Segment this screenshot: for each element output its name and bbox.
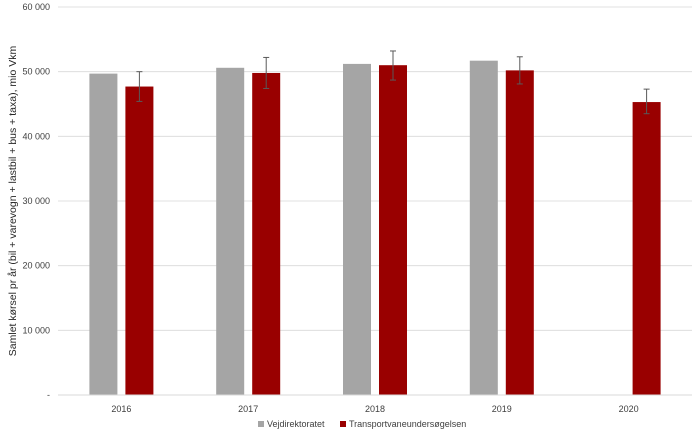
bar-transportvaneundersoegelsen: [252, 72, 281, 396]
y-tick-label: 30 000: [22, 196, 50, 206]
x-tick-label: 2016: [111, 404, 131, 414]
y-tick-label: 60 000: [22, 2, 50, 12]
bar-vejdirektoratet: [216, 67, 245, 395]
x-tick-label: 2018: [365, 404, 385, 414]
bar-transportvaneundersoegelsen: [379, 65, 407, 395]
grid: [58, 6, 692, 331]
bar-transportvaneundersoegelsen: [632, 102, 661, 395]
x-tick-label: 2020: [619, 404, 639, 414]
bar-vejdirektoratet: [343, 63, 371, 395]
x-tick-label: 2017: [238, 404, 258, 414]
bar-transportvaneundersoegelsen: [125, 86, 154, 395]
y-tick-label: -: [47, 390, 50, 400]
y-tick-label: 40 000: [22, 131, 50, 141]
legend-label: Transportvaneundersøgelsen: [349, 419, 466, 429]
y-tick-label: 20 000: [22, 261, 50, 271]
bar-transportvaneundersoegelsen: [505, 70, 534, 395]
bar-vejdirektoratet: [89, 73, 118, 396]
y-tick-label: 10 000: [22, 325, 50, 335]
y-axis-title: Samlet kørsel pr år (bil + varevogn + la…: [7, 46, 19, 357]
legend-swatch: [258, 421, 264, 427]
legend-label: Vejdirektoratet: [267, 419, 325, 429]
error-bars: [136, 50, 650, 115]
legend-swatch: [340, 421, 346, 427]
legend: Vejdirektoratet Transportvaneundersøgelse…: [258, 419, 466, 429]
x-tick-label: 2019: [492, 404, 512, 414]
bars: [89, 60, 661, 396]
axes: - 10 000 20 000 30 000 40 000 50 000 60 000 201…: [7, 2, 692, 414]
y-tick-label: 50 000: [22, 67, 50, 77]
bar-vejdirektoratet: [469, 60, 498, 395]
